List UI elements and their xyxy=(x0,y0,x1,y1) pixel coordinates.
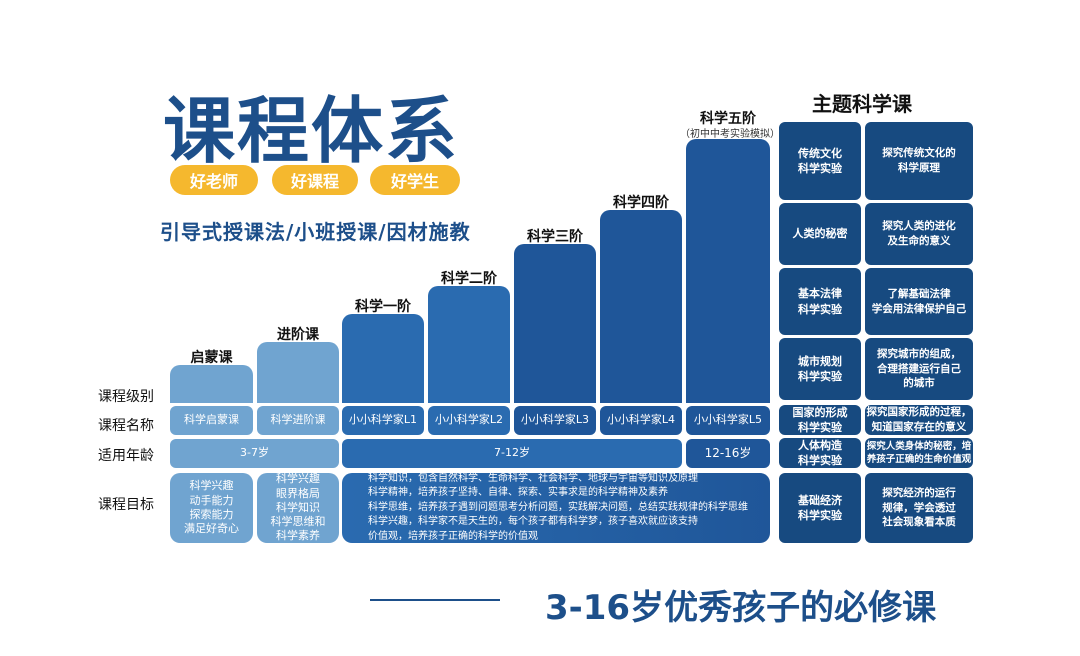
goal-line: 科学思维，培养孩子遇到问题思考分析问题，实践解决问题，总结实践规律的科学思维 xyxy=(368,501,748,513)
course-name-cell: 小小科学家L3 xyxy=(514,406,596,435)
row-label-level: 课程级别 xyxy=(98,389,154,405)
level-label: 科学三阶 xyxy=(527,229,583,245)
level-bar xyxy=(170,365,253,403)
goal-line: 科学思维和 xyxy=(270,515,326,529)
theme-topic: 传统文化 科学实验 xyxy=(779,122,861,200)
row-label-goal: 课程目标 xyxy=(98,497,154,513)
goal-line: 动手能力 xyxy=(189,493,234,507)
level-bar xyxy=(514,244,596,403)
level-label: 进阶课 xyxy=(277,327,319,343)
theme-topic: 基本法律 科学实验 xyxy=(779,268,861,335)
goal-line: 探索能力 xyxy=(189,508,234,521)
theme-topic: 人体构造 科学实验 xyxy=(779,438,861,468)
theme-desc: 探究传统文化的 科学原理 xyxy=(865,122,973,200)
theme-desc: 探究人类身体的秘密，培 养孩子正确的生命价值观 xyxy=(865,438,973,468)
course-name-cell: 科学进阶课 xyxy=(257,406,339,435)
level-bar xyxy=(686,139,770,403)
goal-enlightenment: 科学兴趣 动手能力 探索能力 满足好奇心 xyxy=(170,473,253,543)
level-label: 科学二阶 xyxy=(441,271,497,287)
goal-line: 科学精神，培养孩子坚持、自律、探索、实事求是的科学精神及素养 xyxy=(368,487,668,499)
goal-line: 科学知识，包含自然科学、生命科学、社会科学、地球与宇宙等知识及原理 xyxy=(368,472,698,484)
level-label: 启蒙课 xyxy=(190,350,233,366)
goal-scientist: 科学知识，包含自然科学、生命科学、社会科学、地球与宇宙等知识及原理 科学精神，培养… xyxy=(342,473,770,543)
theme-topic: 人类的秘密 xyxy=(779,203,861,265)
goal-line: 科学兴趣，科学家不是天生的，每个孩子都有科学梦，孩子喜欢就应该支持 xyxy=(368,516,698,528)
level-bar xyxy=(600,210,682,403)
subtitle: 引导式授课法/小班授课/因材施教 xyxy=(160,220,471,244)
goal-line: 价值观，培养孩子正确的科学的价值观 xyxy=(368,530,538,542)
goal-line: 科学知识 xyxy=(276,500,320,514)
level-label: 科学四阶 xyxy=(613,195,669,211)
pill-good-teacher: 好老师 xyxy=(170,165,258,195)
goal-advanced: 科学兴趣 眼界格局 科学知识 科学思维和 科学素养 xyxy=(257,472,339,543)
course-name-cell: 小小科学家L4 xyxy=(600,406,682,435)
theme-topic: 基础经济 科学实验 xyxy=(779,473,861,543)
theme-desc: 探究人类的进化 及生命的意义 xyxy=(865,203,973,265)
level-bar xyxy=(428,286,510,403)
divider-line xyxy=(370,599,500,601)
row-label-name: 课程名称 xyxy=(98,418,154,434)
theme-desc: 探究城市的组成， 合理搭建运行自己 的城市 xyxy=(865,338,973,400)
goal-line: 科学兴趣 xyxy=(189,479,234,493)
theme-title: 主题科学课 xyxy=(812,92,912,116)
theme-desc: 探究经济的运行 规律，学会透过 社会现象看本质 xyxy=(865,473,973,543)
course-name-cell: 小小科学家L1 xyxy=(342,406,424,435)
course-name-cell: 小小科学家L5 xyxy=(686,406,770,435)
theme-topic: 城市规划 科学实验 xyxy=(779,338,861,400)
level-sublabel: （初中中考实验模拟） xyxy=(680,129,780,140)
course-name-cell: 科学启蒙课 xyxy=(170,406,253,435)
level-bar xyxy=(257,342,339,403)
pill-good-student: 好学生 xyxy=(370,165,460,195)
theme-topic: 国家的形成 科学实验 xyxy=(779,405,861,435)
slogan: 3-16岁优秀孩子的必修课 xyxy=(545,588,937,628)
age-12-16: 12-16岁 xyxy=(686,439,770,468)
age-7-12: 7-12岁 xyxy=(342,439,682,468)
course-name-cell: 小小科学家L2 xyxy=(428,406,510,435)
goal-line: 科学素养 xyxy=(276,529,320,543)
level-label: 科学五阶 xyxy=(700,111,756,127)
pill-good-course: 好课程 xyxy=(272,165,358,195)
level-label: 科学一阶 xyxy=(355,299,411,315)
age-3-7: 3-7岁 xyxy=(170,439,339,468)
page-title: 课程体系 xyxy=(163,89,460,173)
theme-desc: 探究国家形成的过程， 知道国家存在的意义 xyxy=(865,405,973,435)
goal-line: 眼界格局 xyxy=(276,486,320,500)
goal-line: 科学兴趣 xyxy=(276,472,320,486)
level-bar xyxy=(342,314,424,403)
theme-desc: 了解基础法律 学会用法律保护自己 xyxy=(865,268,973,335)
row-label-age: 适用年龄 xyxy=(98,448,154,464)
goal-line: 满足好奇心 xyxy=(184,522,239,536)
